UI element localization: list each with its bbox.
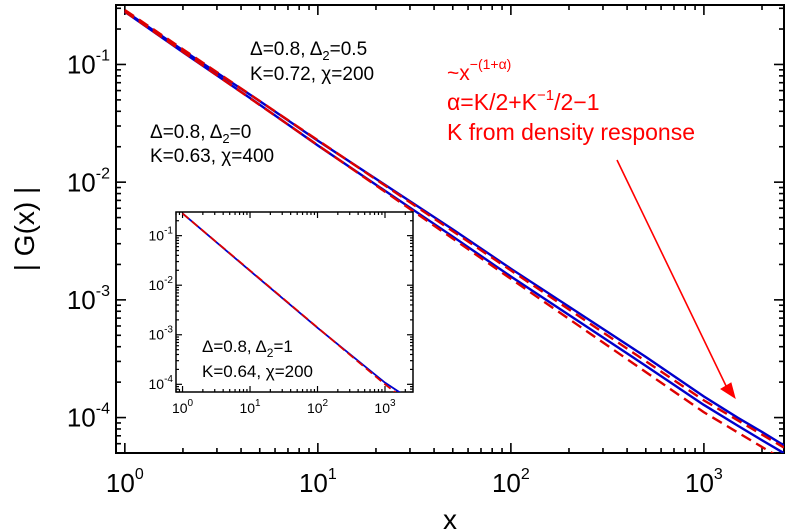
inset-x-tick-label: 100 <box>172 398 194 416</box>
inset-series-data-0 <box>181 212 401 392</box>
inset-plot: 100 101 102 103 10-4 10-3 10-2 10-1 <box>149 211 414 416</box>
inset-x-tick-label: 101 <box>239 398 261 416</box>
main-y-tick-label: 10-1 <box>67 48 110 80</box>
inset-annotation-line1: Δ=0.8, Δ2=1 <box>202 337 293 360</box>
main-series-fit-3 <box>124 9 784 449</box>
inset-y-tick-label: 10-2 <box>149 275 174 293</box>
main-series-fit-2 <box>124 10 775 453</box>
main-y-tick-label: 10-4 <box>67 401 110 433</box>
main-y-axis-title: | G(x) | <box>9 187 40 272</box>
main-series-data-0 <box>124 10 784 453</box>
annotation-1-line2: K=0.72, χ=200 <box>250 64 374 85</box>
annotation-2-line1: Δ=0.8, Δ2=0 <box>150 122 251 146</box>
inset-y-tick-label: 10-4 <box>149 374 174 392</box>
main-series-data-1 <box>124 9 784 447</box>
formula-note: K from density response <box>447 119 695 145</box>
annotation-1-line1: Δ=0.8, Δ2=0.5 <box>250 39 367 63</box>
inset-annotation-line2: K=0.64, χ=200 <box>202 362 313 381</box>
inset-y-tick-label: 10-1 <box>149 226 174 244</box>
main-x-axis-title: x <box>443 504 457 530</box>
main-x-tick-label: 103 <box>685 466 723 498</box>
main-x-tick-label: 101 <box>299 466 337 498</box>
formula-arrow <box>616 159 729 391</box>
inset-y-tick-label: 10-3 <box>149 325 174 343</box>
formula-power-law: ~x−(1+α) <box>447 56 511 85</box>
main-y-tick-label: 10-3 <box>67 283 110 315</box>
main-x-tick-label: 100 <box>106 466 144 498</box>
inset-x-tick-label: 103 <box>374 398 396 416</box>
formula-alpha: α=K/2+K−1/2−1 <box>447 87 600 115</box>
inset-x-tick-label: 102 <box>307 398 329 416</box>
main-y-tick-label: 10-2 <box>67 165 110 197</box>
formula-arrowhead <box>720 382 736 400</box>
main-x-tick-label: 102 <box>492 466 530 498</box>
annotation-2-line2: K=0.63, χ=400 <box>150 146 274 167</box>
